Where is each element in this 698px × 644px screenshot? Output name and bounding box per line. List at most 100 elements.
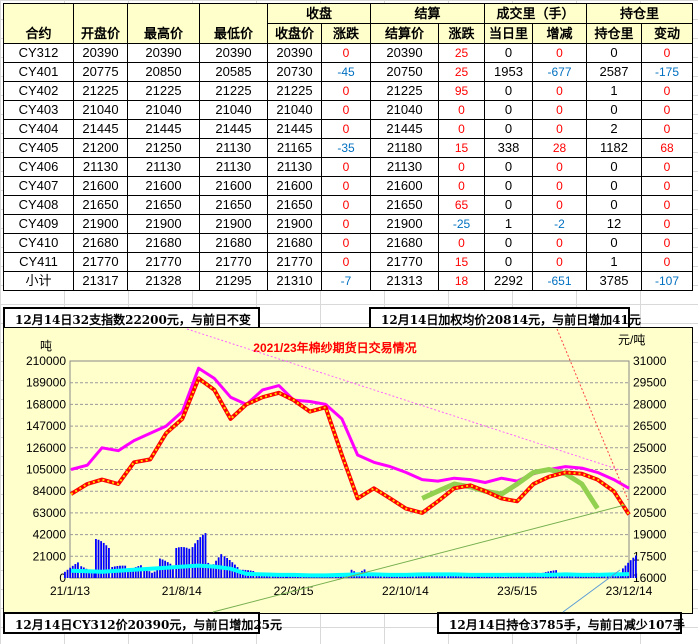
right-tick-label: 29500 [633,376,667,390]
volume-bar [137,566,140,578]
header-oi-group: 持仓里 [586,3,693,24]
volume-bar [175,548,178,578]
table-cell: 15 [438,252,485,272]
table-cell: 0 [438,157,485,177]
table-cell: 21040 [370,100,439,120]
volume-bar [88,570,90,578]
table-cell: 21313 [370,271,439,291]
table-cell: 0 [484,100,533,120]
table-cell: 0 [321,176,371,196]
table-cell: 0 [641,195,693,215]
table-cell: 18 [438,271,485,291]
table-cell: 21295 [199,271,268,291]
table-cell: 2292 [484,271,533,291]
table-cell: 1953 [484,62,533,82]
table-cell: 0 [532,43,587,63]
table-cell: 20390 [73,43,128,63]
table-row: CY402 21225 21225 21225 21225 0 21225 95 0 0 1 0 [3,81,693,101]
table-cell: 0 [484,195,533,215]
table-cell: -175 [641,62,693,82]
header-contract: 合约 [3,3,74,44]
table-cell: 0 [641,233,693,253]
table-cell: 0 [438,100,485,120]
table-cell: 95 [438,81,485,101]
right-tick-label: 25000 [633,441,667,455]
callout-open-interest: 12月14日持仓3785手，与前日减少107手 [437,612,685,634]
volume-bar [148,571,151,578]
table-cell: 0 [641,100,693,120]
header-high: 最高价 [127,3,200,44]
table-cell: 25 [438,43,485,63]
volume-bar [188,548,191,578]
right-tick-label: 26500 [633,419,667,433]
table-cell: 12 [586,214,642,234]
table-cell: CY402 [3,81,74,101]
right-tick-label: 22000 [633,484,667,498]
volume-bar [85,568,88,578]
table-cell: 0 [484,157,533,177]
table-cell: 65 [438,195,485,215]
table-cell: -651 [532,271,587,291]
futures-table: 合约 开盘价 最高价 最低价 收盘 结算 成交里（手） 持仓里 收盘价 涨跌 结… [3,3,693,291]
table-cell: 0 [484,81,533,101]
table-row: CY408 21650 21650 21650 21650 0 21650 65 0 0 0 0 [3,195,693,215]
table-cell: 21650 [370,195,439,215]
x-tick-label: 21/8/14 [162,584,202,598]
table-cell: 1182 [586,138,642,158]
table-cell: 21225 [267,81,322,101]
table-cell: 21040 [127,100,200,120]
table-cell: 21770 [73,252,128,272]
table-cell: 21650 [127,195,200,215]
table-cell: 21328 [127,271,200,291]
table-cell: 0 [641,81,693,101]
table-cell: 21130 [199,157,268,177]
right-tick-label: 19000 [633,528,667,542]
table-row: 小计 21317 21328 21295 21310 -7 21313 18 2292 -651 3… [3,271,693,291]
chart-area: 2021/23年棉纱期货日交易情况吨元/吨 210000 31000 189000 29… [3,327,693,614]
volume-bar [180,547,183,578]
table-cell: 0 [586,100,642,120]
table-row: CY406 21130 21130 21130 21130 0 21130 0 0 0 0 0 [3,157,693,177]
table-cell: 0 [321,195,371,215]
volume-bar [196,539,199,578]
table-row: CY409 21900 21900 21900 21900 0 21900 -25 1 -2 12 0 [3,214,693,234]
x-tick-label: 22/10/14 [382,584,429,598]
left-tick-label: 84000 [33,484,67,498]
table-cell: CY403 [3,100,74,120]
table-cell: -45 [321,62,371,82]
table-cell: 20390 [199,43,268,63]
table-cell: 21445 [73,119,128,139]
table-cell: 0 [484,233,533,253]
header-volume-chg: 增减 [532,23,587,44]
volume-bar [105,545,108,578]
table-cell: 21770 [370,252,439,272]
volume-bar [64,571,66,578]
chart-title: 2021/23年棉纱期货日交易情况 [253,340,416,355]
volume-bar [69,567,72,578]
table-cell: 21680 [267,233,322,253]
table-cell: 21900 [127,214,200,234]
table-cell: 小计 [3,271,74,291]
volume-bar [504,576,507,578]
left-axis-unit: 吨 [40,339,52,353]
table-cell: 28 [532,138,587,158]
header-close-group: 收盘 [267,3,371,24]
table-cell: 21600 [127,176,200,196]
header-close-chg: 涨跌 [321,23,371,44]
right-tick-label: 20500 [633,506,667,520]
volume-bar [209,566,212,578]
table-cell: 21680 [370,233,439,253]
header-volume: 当日里 [484,23,533,44]
table-cell: 0 [438,119,485,139]
table-cell: 1 [586,252,642,272]
table-cell: 2587 [586,62,642,82]
table-cell: 21680 [127,233,200,253]
volume-bar [415,576,417,578]
volume-bar [177,547,180,578]
table-cell: CY409 [3,214,74,234]
table-cell: 21770 [267,252,322,272]
table-cell: 0 [586,195,642,215]
volume-bar [194,543,196,578]
table-cell: 0 [586,176,642,196]
table-cell: 21600 [370,176,439,196]
